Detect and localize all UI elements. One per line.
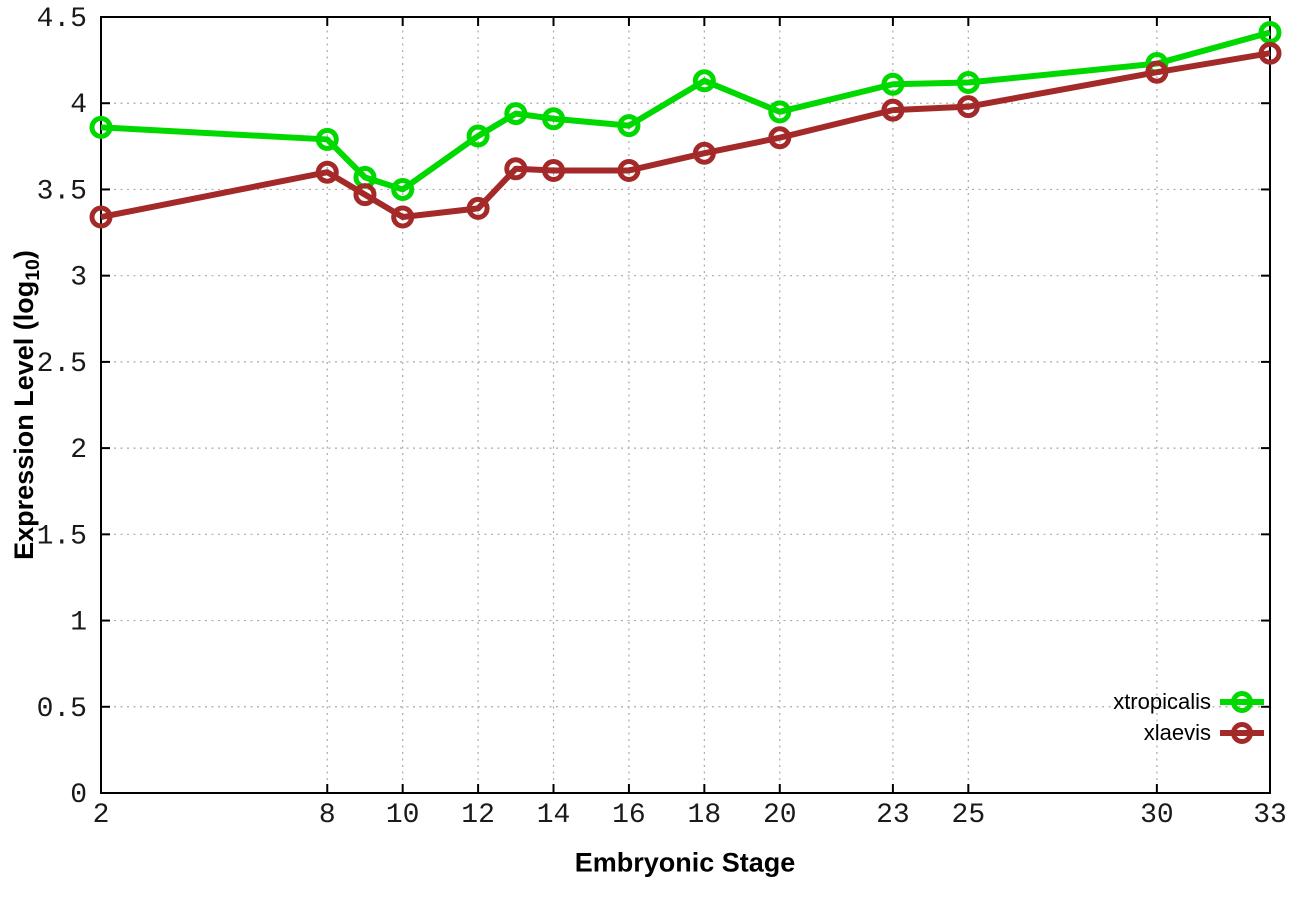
svg-text:14: 14 bbox=[537, 800, 571, 831]
svg-text:2: 2 bbox=[93, 800, 110, 831]
svg-text:1.5: 1.5 bbox=[37, 521, 87, 552]
y-axis-title-close: ) bbox=[8, 250, 39, 260]
y-axis-title-text: Expression Level (log bbox=[8, 280, 39, 560]
svg-text:25: 25 bbox=[952, 800, 986, 831]
svg-text:16: 16 bbox=[612, 800, 646, 831]
y-axis-title-subscript: 10 bbox=[22, 259, 45, 281]
svg-text:10: 10 bbox=[386, 800, 420, 831]
legend-label-xtropicalis: xtropicalis bbox=[1113, 688, 1211, 714]
legend: xtropicalis xlaevis bbox=[1113, 686, 1265, 748]
legend-entry-xtropicalis: xtropicalis bbox=[1113, 686, 1265, 717]
legend-marker-xtropicalis bbox=[1220, 690, 1264, 713]
legend-marker-xlaevis bbox=[1220, 721, 1264, 744]
svg-text:8: 8 bbox=[319, 800, 336, 831]
svg-text:4.5: 4.5 bbox=[37, 4, 87, 35]
svg-text:3.5: 3.5 bbox=[37, 176, 87, 207]
svg-text:12: 12 bbox=[461, 800, 495, 831]
svg-text:0.5: 0.5 bbox=[37, 694, 87, 725]
svg-text:4: 4 bbox=[70, 90, 87, 121]
svg-text:33: 33 bbox=[1253, 800, 1287, 831]
svg-text:0: 0 bbox=[70, 780, 87, 811]
svg-text:3: 3 bbox=[70, 263, 87, 294]
svg-text:23: 23 bbox=[876, 800, 910, 831]
legend-entry-xlaevis: xlaevis bbox=[1144, 717, 1265, 748]
svg-text:30: 30 bbox=[1140, 800, 1174, 831]
svg-text:2.5: 2.5 bbox=[37, 349, 87, 380]
x-axis-title: Embryonic Stage bbox=[574, 847, 796, 878]
svg-text:20: 20 bbox=[763, 800, 797, 831]
svg-text:1: 1 bbox=[70, 608, 87, 639]
legend-label-xlaevis: xlaevis bbox=[1143, 719, 1211, 745]
y-axis-title: Expression Level (log10) bbox=[9, 250, 45, 560]
svg-text:18: 18 bbox=[688, 800, 722, 831]
svg-text:2: 2 bbox=[70, 435, 87, 466]
